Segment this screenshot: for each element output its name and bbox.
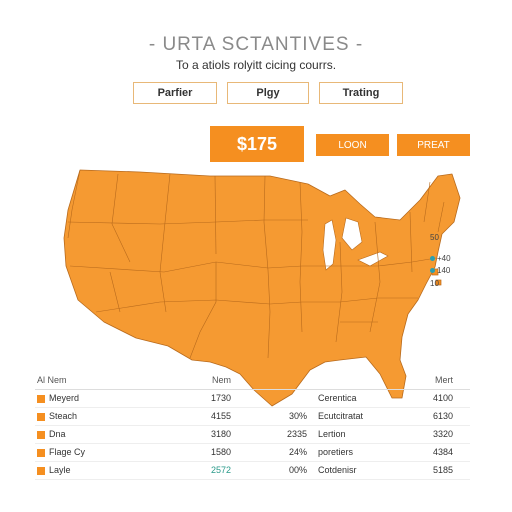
row-swatch-icon — [37, 395, 45, 403]
map-legend-item: +40 — [430, 254, 451, 263]
map-legend-item: 50 — [430, 233, 439, 242]
legend-dot-icon — [430, 256, 435, 261]
map-legend-label: 50 — [430, 233, 439, 242]
data-table: Al Nem Nem Mert Meyerd 1730 Cerentica 41… — [35, 372, 470, 480]
page-subtitle: To a atiols rolyitt cicing courrs. — [175, 58, 337, 72]
login-button[interactable]: LOON — [316, 134, 389, 156]
cell-cat: Lertion — [318, 429, 346, 439]
cell-cat: poretiers — [318, 447, 354, 457]
map-legend-label: 140 — [437, 266, 451, 275]
cell-pct: 00% — [288, 465, 307, 475]
row-swatch-icon — [37, 467, 45, 475]
table-row[interactable]: Steach 4155 30% Ecutcitratat 6130 — [35, 408, 470, 426]
tab-parfier[interactable]: Parfier — [133, 82, 217, 104]
map-legend-item: 10 — [430, 279, 439, 288]
cell-pct: 24% — [288, 447, 307, 457]
cell-num: 2572 — [210, 465, 231, 475]
tab-trating[interactable]: Trating — [319, 82, 403, 104]
cell-cat: Cerentica — [318, 393, 357, 403]
cell-cat: Ecutcitratat — [318, 411, 364, 421]
page-title: - URTA SCTANTIVES - — [148, 34, 364, 55]
lake-erie — [357, 251, 389, 267]
header-val: Mert — [435, 375, 453, 385]
lake-huron — [341, 217, 363, 251]
price-badge: $175 — [210, 126, 304, 162]
cell-cat: Cotdenisr — [318, 465, 357, 475]
table-row[interactable]: Meyerd 1730 Cerentica 4100 — [35, 390, 470, 408]
cell-val: 4100 — [432, 393, 453, 403]
table-header-row: Al Nem Nem Mert — [35, 372, 470, 390]
header-num: Nem — [211, 375, 231, 385]
table-row[interactable]: Dna 3180 2335 Lertion 3320 — [35, 426, 470, 444]
map-marker — [435, 279, 442, 286]
cell-val: 6130 — [432, 411, 453, 421]
cell-pct: 2335 — [286, 429, 307, 439]
cell-val: 4384 — [432, 447, 453, 457]
us-map — [63, 169, 461, 407]
row-swatch-icon — [37, 449, 45, 457]
cell-val: 3320 — [432, 429, 453, 439]
cell-name: Steach — [49, 411, 78, 421]
cell-num: 3180 — [210, 429, 231, 439]
us-map-landmass — [63, 169, 461, 407]
map-legend-label: 10 — [430, 279, 439, 288]
cell-name: Layle — [49, 465, 71, 475]
cell-name: Meyerd — [49, 393, 80, 403]
legend-dot-icon — [430, 268, 435, 273]
preat-button[interactable]: PREAT — [397, 134, 470, 156]
cell-num: 4155 — [210, 411, 231, 421]
table-row[interactable]: Layle 2572 00% Cotdenisr 5185 — [35, 462, 470, 480]
map-legend-label: +40 — [437, 254, 451, 263]
cell-name: Dna — [49, 429, 66, 439]
row-swatch-icon — [37, 431, 45, 439]
cell-num: 1730 — [210, 393, 231, 403]
lake-michigan — [322, 219, 337, 271]
header-name: Al Nem — [37, 375, 67, 385]
table-row[interactable]: Flage Cy 1580 24% poretiers 4384 — [35, 444, 470, 462]
cell-pct: 30% — [288, 411, 307, 421]
cell-name: Flage Cy — [49, 447, 86, 457]
row-swatch-icon — [37, 413, 45, 421]
cell-val: 5185 — [432, 465, 453, 475]
tab-plgy[interactable]: Plgy — [227, 82, 309, 104]
tab-bar: Parfier Plgy Trating — [133, 82, 403, 104]
cell-num: 1580 — [210, 447, 231, 457]
map-legend-item: 140 — [430, 266, 450, 275]
